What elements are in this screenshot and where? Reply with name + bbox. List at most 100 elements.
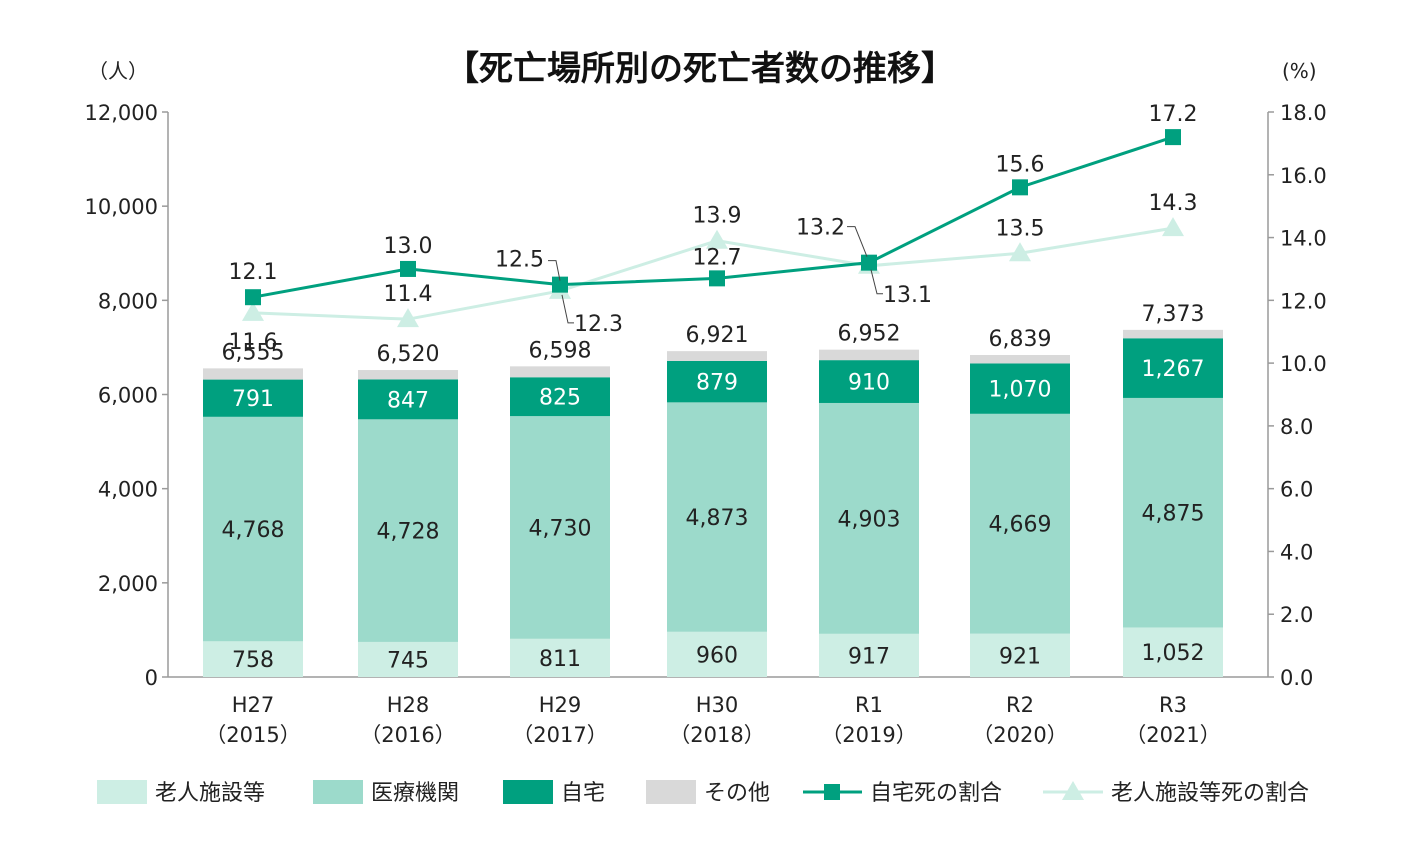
bar-segment-home [358,379,458,420]
bar-value-label: 4,873 [686,506,749,531]
legend-label: 自宅死の割合 [870,781,1002,806]
legend-marker-square [824,784,840,800]
home-ratio-label: 17.2 [1149,102,1198,127]
bar-value-label: 811 [539,647,581,672]
x-tick-label: H27 [232,693,275,717]
bar-total-label: 6,598 [529,338,592,363]
bar-value-label: 1,070 [989,378,1052,403]
bar-segment-other [510,366,610,378]
bar-total-label: 6,555 [222,340,285,365]
left-axis-unit: （人） [88,59,148,83]
bar-segment-medical [358,419,458,642]
x-tick-label: H29 [539,693,582,717]
legend-label: 自宅 [561,781,605,806]
axes: 0 2,000 4,000 6,000 8,000 10,000 12,000 0.0 2.0 4… [85,101,1327,747]
bar-segment-medical [819,402,919,634]
nursing-ratio-label: 12.3 [574,312,623,337]
x-tick-label: （2015） [205,723,300,747]
home-ratio-label: 12.1 [229,260,278,285]
chart-title: 【死亡場所別の死亡者数の推移】 [445,49,955,89]
bar-segment-other [1123,329,1223,339]
line-marker-square [861,254,877,271]
line-marker-square [245,289,261,306]
nursing-ratio-label: 11.4 [384,282,433,307]
nursing-ratio-label: 13.1 [883,283,932,308]
bar-segment-medical [970,413,1070,634]
left-tick-label: 4,000 [98,478,158,502]
legend-label: 老人施設等 [155,781,265,806]
x-tick-label: （2019） [821,723,916,747]
bar-segment-home [510,377,610,417]
leader-line [870,269,883,295]
bar-segment-home [1123,338,1223,398]
legend-swatch-other [646,780,696,804]
home-ratio-label: 12.5 [495,248,544,273]
bar-value-label: 921 [999,644,1041,669]
x-tick-label: （2017） [512,723,607,747]
line-marker-triangle [1009,242,1031,262]
legend-label: その他 [704,781,770,806]
left-tick-label: 2,000 [98,572,158,596]
bar-value-label: 917 [848,644,890,669]
nursing-ratio-label: 11.6 [229,330,278,355]
right-tick-label: 6.0 [1280,478,1313,502]
line-marker-square [400,260,416,277]
bar-segment-home [819,360,919,403]
bar-segment-nursing-home [510,638,610,677]
left-tick-label: 0 [145,666,158,690]
home-ratio-label: 13.0 [384,234,433,259]
legend-label: 老人施設等死の割合 [1111,781,1309,806]
legend-swatch-medical [313,780,363,804]
line-marker-triangle [1162,217,1184,237]
bar-value-label: 1,267 [1142,357,1205,382]
right-tick-label: 8.0 [1280,415,1313,439]
x-tick-label: H30 [696,693,739,717]
bar-total-label: 6,520 [377,342,440,367]
line-marker-triangle [397,308,419,328]
line-marker-square [552,276,568,293]
legend-marker-triangle [1062,781,1084,800]
bar-value-label: 4,875 [1142,502,1205,527]
bar-segment-nursing-home [970,633,1070,677]
x-tick-label: （2020） [972,723,1067,747]
bar-segment-home [203,379,303,417]
bar-total-label: 6,921 [686,323,749,348]
legend-swatch-home [503,780,553,804]
right-tick-label: 18.0 [1280,101,1327,125]
x-tick-label: （2021） [1125,723,1220,747]
home-ratio-label: 13.2 [796,216,845,241]
line-marker-triangle [706,229,728,249]
bar-segment-medical [667,402,767,632]
right-tick-label: 16.0 [1280,164,1327,188]
bar-segment-home [970,363,1070,414]
bar-value-label: 4,768 [222,518,285,543]
bar-segment-other [819,349,919,361]
x-tick-label: R3 [1159,693,1187,717]
x-tick-label: R2 [1006,693,1034,717]
legend-swatch-nursing-home [97,780,147,804]
right-tick-label: 14.0 [1280,227,1327,251]
x-tick-label: （2016） [360,723,455,747]
bar-segment-other [203,368,303,380]
bar-segment-other [667,351,767,361]
bar-segment-home [667,360,767,403]
bar-value-label: 4,903 [838,507,901,532]
left-tick-label: 8,000 [98,289,158,313]
right-tick-label: 0.0 [1280,666,1313,690]
x-tick-label: H28 [387,693,430,717]
bars: 758 4,768 791 6,555 745 4,728 847 6,520 811 4,730… [203,302,1223,677]
right-tick-label: 4.0 [1280,540,1313,564]
bar-total-label: 7,373 [1142,302,1205,327]
bar-value-label: 879 [696,371,738,396]
left-tick-label: 12,000 [85,101,158,125]
home-ratio-label: 15.6 [996,152,1045,177]
bar-value-label: 847 [387,388,429,413]
bar-value-label: 1,052 [1142,641,1205,666]
left-tick-label: 10,000 [85,195,158,219]
bar-segment-nursing-home [203,641,303,677]
right-tick-label: 2.0 [1280,603,1313,627]
bar-value-label: 4,728 [377,520,440,545]
bar-value-label: 745 [387,648,429,673]
nursing-ratio-label: 14.3 [1149,191,1198,216]
